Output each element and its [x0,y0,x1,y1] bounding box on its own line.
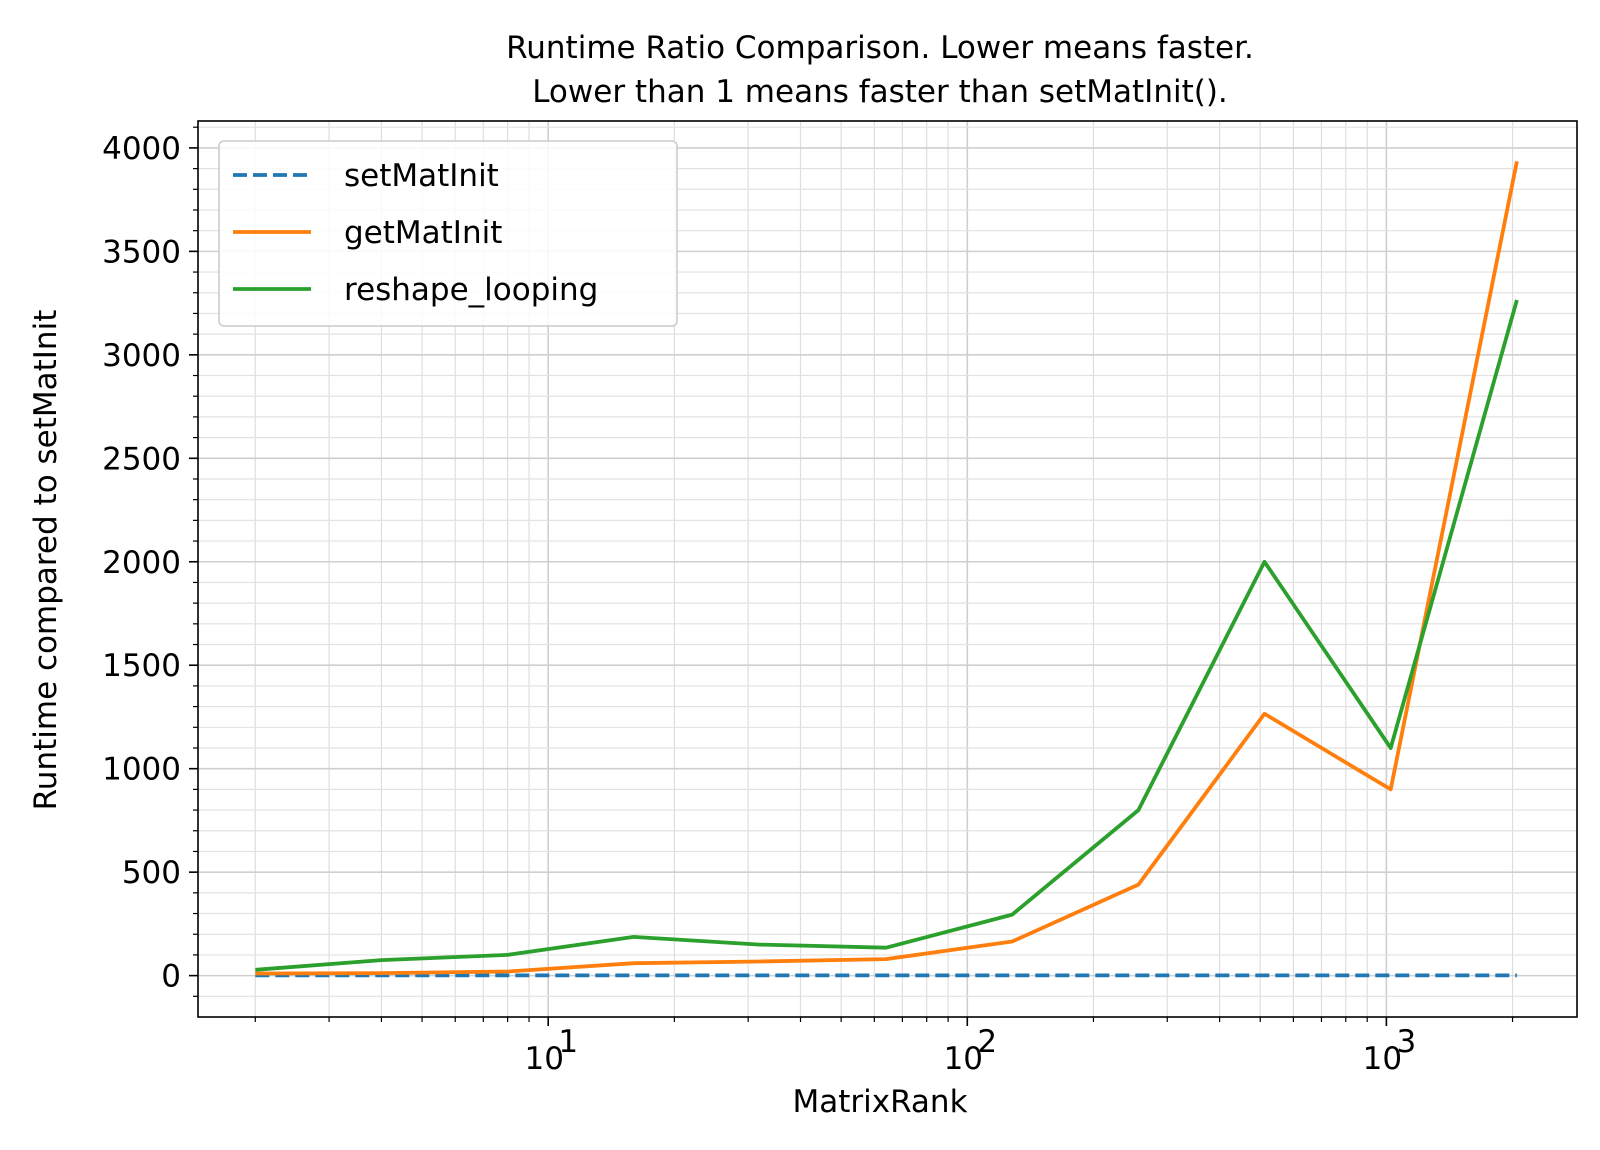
y-axis: 0 500 1000 1500 2000 2500 3000 3500 4000 [102,126,198,997]
y-tick-label: 500 [122,855,181,891]
x-tick-exponent: 3 [1397,1024,1417,1060]
y-axis-label: Runtime compared to setMatInit [28,310,64,811]
y-tick-label: 0 [161,959,181,995]
chart-subtitle: Lower than 1 means faster than setMatIni… [532,74,1228,110]
y-tick-label: 3000 [102,338,181,374]
series-layer [255,161,1519,978]
x-axis-label: MatrixRank [792,1084,967,1120]
y-tick-label: 3500 [102,234,181,270]
x-tick-label: 10 [944,1041,983,1077]
legend-label: getMatInit [344,215,502,251]
y-tick-label: 4000 [102,131,181,167]
series-line-getMatInit [255,161,1519,976]
legend-label: reshape_looping [344,272,598,308]
y-tick-label: 1000 [102,752,181,788]
series-line-reshape-looping [255,299,1519,972]
y-tick-label: 2000 [102,545,181,581]
chart-title: Runtime Ratio Comparison. Lower means fa… [506,30,1254,66]
x-tick-exponent: 1 [558,1024,578,1060]
x-axis: 101 102 103 [254,1017,1514,1077]
x-tick-label: 10 [524,1041,563,1077]
plot-frame [197,120,1578,1018]
x-tick-exponent: 2 [977,1024,997,1060]
legend-label: setMatInit [344,158,499,194]
x-tick-label: 10 [1363,1041,1402,1077]
y-tick-label: 1500 [102,648,181,684]
legend: setMatInit getMatInit reshape_looping [218,140,678,327]
y-tick-label: 2500 [102,441,181,477]
legend-box [218,140,678,327]
